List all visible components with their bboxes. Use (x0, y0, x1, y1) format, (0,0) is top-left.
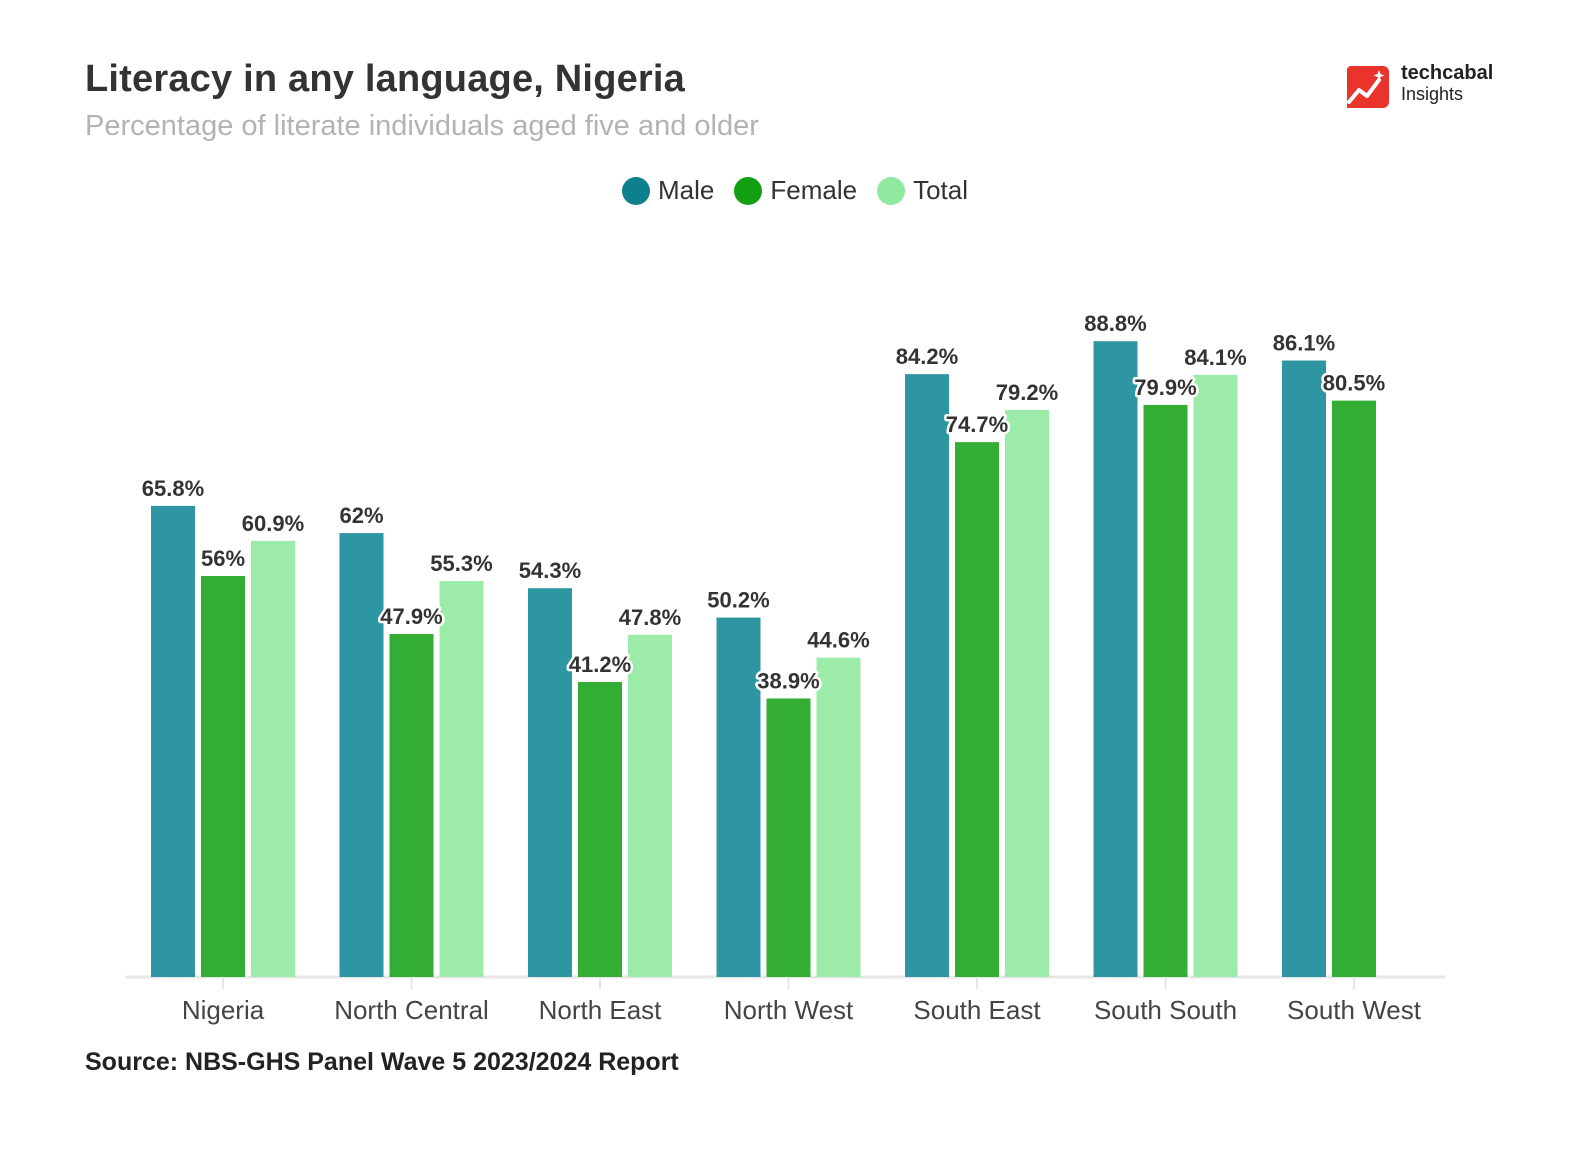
bar-total (439, 581, 484, 977)
legend-item-total: Total (877, 175, 968, 206)
data-label: 79.9% (1134, 375, 1196, 400)
data-label: 79.2% (996, 380, 1058, 405)
chart-title: Literacy in any language, Nigeria (85, 58, 686, 100)
bar-female (578, 682, 622, 977)
data-label: 74.7% (946, 412, 1008, 437)
data-label: 88.8% (1084, 311, 1146, 336)
trend-up-icon (1347, 66, 1389, 108)
bar-total (628, 634, 672, 977)
x-tick-label: South West (1287, 995, 1422, 1025)
legend-label-female: Female (770, 175, 858, 205)
data-label: 47.8% (619, 605, 681, 630)
x-tick-label: North East (539, 995, 663, 1025)
x-tick-label: South East (913, 995, 1041, 1025)
logo-subtitle: Insights (1401, 84, 1464, 104)
data-label: 41.2% (569, 652, 631, 677)
data-label: 54.3% (519, 558, 581, 583)
bar-female (955, 442, 999, 977)
legend-label-male: Male (658, 175, 715, 205)
data-label: 50.2% (707, 588, 769, 613)
bar-female (201, 576, 245, 977)
legend-swatch-male (622, 176, 650, 205)
data-label: 84.1% (1184, 345, 1246, 370)
bar-male (905, 374, 949, 977)
legend-item-female: Female (734, 175, 857, 206)
data-label: 60.9% (242, 511, 304, 536)
data-label: 80.5% (1323, 371, 1385, 396)
bar-total (251, 540, 295, 977)
x-tick-label: Nigeria (182, 995, 265, 1025)
source-note: Source: NBS-GHS Panel Wave 5 2023/2024 R… (85, 1048, 679, 1076)
data-label: 62% (339, 503, 383, 528)
data-label: 65.8% (142, 476, 204, 501)
data-label: 84.2% (896, 344, 958, 369)
data-label: 55.3% (430, 551, 492, 576)
bar-female (766, 698, 811, 977)
bar-female (1332, 400, 1376, 977)
bar-total (1005, 409, 1049, 978)
bar-total (816, 657, 861, 977)
x-tick-label: North West (724, 995, 854, 1025)
bar-male (151, 505, 195, 977)
data-label: 56% (201, 546, 245, 571)
x-tick-label: North Central (334, 995, 489, 1025)
data-label: 86.1% (1273, 331, 1335, 356)
bar-male (1093, 341, 1138, 977)
bar-male (1282, 360, 1326, 977)
data-label: 44.6% (807, 628, 869, 653)
legend-item-male: Male (622, 175, 714, 206)
data-label: 47.9% (380, 604, 442, 629)
chart-subtitle: Percentage of literate individuals aged … (85, 110, 759, 142)
chart-legend: Male Female Total (0, 175, 1590, 206)
data-label: 38.9% (757, 668, 819, 693)
bar-male (339, 533, 384, 977)
x-tick-label: South South (1094, 995, 1237, 1025)
bar-female (389, 634, 434, 977)
bar-male (716, 617, 761, 977)
bar-chart: Nigeria North Central North East North West… (126, 311, 1445, 1025)
bar-male (528, 588, 572, 977)
bar-female (1143, 404, 1188, 977)
legend-swatch-total (877, 176, 906, 205)
legend-label-total: Total (913, 175, 968, 205)
legend-swatch-female (734, 176, 763, 205)
logo-name: techcabal (1401, 62, 1494, 84)
techcabal-logo: techcabal Insights (1345, 62, 1545, 112)
bar-total (1193, 374, 1238, 977)
